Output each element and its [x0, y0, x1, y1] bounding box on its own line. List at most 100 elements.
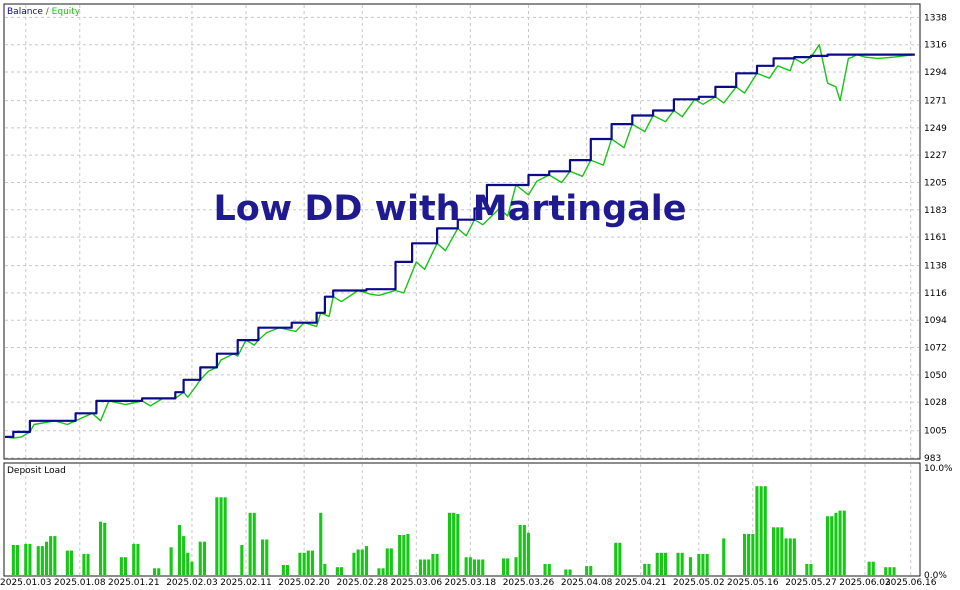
deposit-load-bar — [688, 557, 692, 575]
deposit-load-bar — [240, 545, 244, 575]
load-plot-frame — [3, 462, 921, 577]
svg-text:Balance / Equity: Balance / Equity — [7, 7, 81, 17]
deposit-load-bar — [564, 569, 568, 575]
deposit-load-bar — [568, 569, 572, 575]
deposit-load-bar — [281, 565, 285, 575]
deposit-load-bar — [298, 552, 302, 575]
deposit-load-bar — [190, 561, 194, 575]
deposit-load-bar — [747, 533, 751, 575]
deposit-load-bar — [335, 567, 339, 575]
deposit-load-bar — [182, 536, 186, 575]
deposit-load-bar — [265, 539, 269, 575]
x-tick-label: 2025.03.06 — [391, 578, 443, 588]
deposit-load-bar — [472, 559, 476, 575]
y-tick-label: 1205 — [924, 178, 947, 188]
deposit-load-bar — [805, 563, 809, 575]
x-tick-label: 2025.02.11 — [220, 578, 272, 588]
deposit-load-bar — [680, 552, 684, 575]
deposit-load-bar — [888, 567, 892, 575]
deposit-load-bar — [198, 541, 202, 575]
deposit-load-bar — [589, 566, 593, 575]
y-tick-label: 1050 — [924, 371, 947, 381]
deposit-load-bar — [427, 559, 431, 575]
deposit-load-bar — [506, 558, 510, 575]
deposit-load-bar — [547, 563, 551, 575]
deposit-load-bar — [123, 557, 127, 575]
main-series — [4, 44, 915, 439]
deposit-load-bar — [36, 546, 40, 575]
deposit-load-bar — [647, 563, 651, 575]
deposit-load-bar — [755, 486, 759, 575]
deposit-load-bar — [202, 541, 206, 575]
deposit-load-bar — [448, 512, 452, 575]
deposit-load-bar — [464, 557, 468, 575]
deposit-load-bar — [53, 536, 57, 575]
x-tick-label: 2025.02.28 — [337, 578, 389, 588]
deposit-load-bar — [543, 563, 547, 575]
deposit-load-bar — [705, 553, 709, 575]
y-tick-label: 1161 — [924, 233, 947, 243]
deposit-load-bar — [892, 567, 896, 575]
deposit-load-bar — [772, 527, 776, 575]
deposit-load-bar — [248, 512, 252, 575]
deposit-load-bar — [514, 557, 518, 575]
deposit-load-bar — [15, 545, 19, 575]
deposit-load-bar — [177, 525, 181, 575]
y-tick-label: 1094 — [924, 316, 947, 326]
y-tick-label: 1028 — [924, 398, 947, 408]
deposit-load-bar — [481, 559, 485, 575]
deposit-load-bar — [385, 548, 389, 575]
y-tick-label: 1072 — [924, 344, 947, 354]
deposit-load-bar — [701, 553, 705, 575]
deposit-load-bar — [302, 552, 306, 575]
deposit-load-bar — [82, 553, 86, 575]
deposit-load-bar — [522, 525, 526, 575]
deposit-load-bar — [356, 549, 360, 575]
deposit-load-bar — [834, 512, 838, 575]
deposit-load-bar — [867, 561, 871, 575]
deposit-load-bar — [323, 563, 327, 575]
deposit-load-bar — [759, 486, 763, 575]
deposit-load-bar — [352, 552, 356, 575]
y-tick-label: 983 — [924, 454, 941, 464]
y-tick-label: 1271 — [924, 97, 947, 107]
chart-title: Low DD with Martingale — [213, 189, 686, 229]
deposit-load-bar — [215, 497, 219, 575]
deposit-load-bar — [784, 538, 788, 575]
x-axis: 2025.01.03 2025.01.08 2025.01.21 2025.02.03… — [0, 578, 937, 588]
deposit-load-bar — [809, 563, 813, 575]
legend-separator: / — [43, 7, 52, 17]
deposit-load-bar — [119, 557, 123, 575]
deposit-load-bar — [186, 552, 190, 575]
deposit-load-bar — [456, 514, 460, 575]
deposit-load-bar — [763, 486, 767, 575]
deposit-load-bar — [751, 533, 755, 575]
x-tick-label: 2025.03.26 — [503, 578, 555, 588]
deposit-load-bar — [664, 552, 668, 575]
deposit-load-bar — [676, 552, 680, 575]
deposit-load-bar — [340, 567, 344, 575]
y-tick-label: 1249 — [924, 124, 947, 134]
load-y-tick-max: 10.0% — [924, 464, 953, 474]
load-bars — [11, 486, 896, 576]
deposit-load-bar — [103, 522, 107, 575]
x-tick-label: 2025.02.03 — [166, 578, 218, 588]
load-y-tick-min: 0.0% — [924, 571, 947, 581]
x-tick-label: 2025.05.27 — [785, 578, 837, 588]
deposit-load-bar — [153, 568, 157, 575]
deposit-load-bar — [310, 550, 314, 575]
y-tick-label: 1294 — [924, 68, 947, 78]
deposit-load-bar — [643, 563, 647, 575]
deposit-load-bar — [722, 538, 726, 575]
deposit-load-bar — [398, 535, 402, 575]
deposit-load-bar — [788, 538, 792, 575]
deposit-load-bar — [418, 559, 422, 575]
y-tick-label: 1338 — [924, 13, 947, 23]
y-tick-label: 1116 — [924, 289, 947, 299]
deposit-load-bar — [435, 553, 439, 575]
deposit-load-bar — [319, 512, 323, 575]
deposit-load-bar — [423, 559, 427, 575]
legend-balance: Balance — [7, 7, 43, 17]
deposit-load-bar — [360, 549, 364, 575]
